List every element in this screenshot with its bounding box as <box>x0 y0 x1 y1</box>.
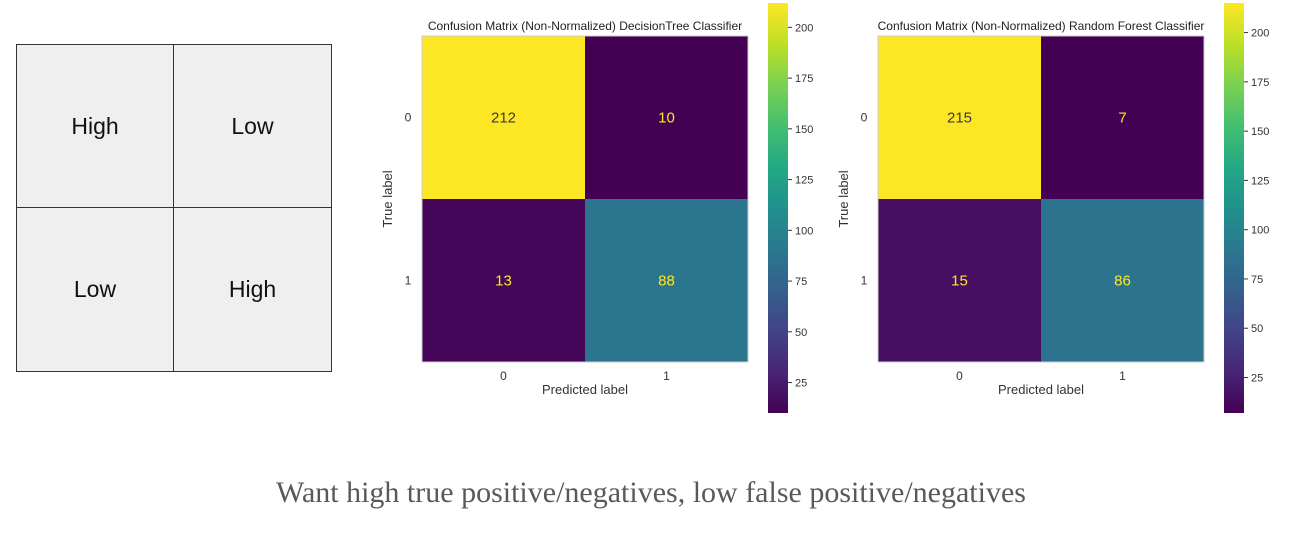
y-tick-label: 1 <box>861 274 868 288</box>
chart-title: Confusion Matrix (Non-Normalized) Decisi… <box>428 19 742 33</box>
legend-cell-top-right: Low <box>174 45 331 208</box>
colorbar <box>768 3 788 413</box>
x-tick-label: 0 <box>956 369 963 383</box>
x-axis-label: Predicted label <box>542 382 628 397</box>
colorbar-tick-label: 175 <box>1251 77 1269 89</box>
x-tick-label: 1 <box>663 369 670 383</box>
colorbar-tick-label: 150 <box>1251 126 1269 138</box>
colorbar-tick-label: 25 <box>1251 373 1263 385</box>
matrix-cell-0-1 <box>1041 36 1204 199</box>
chart-title: Confusion Matrix (Non-Normalized) Random… <box>878 19 1205 33</box>
matrix-cell-0-0 <box>878 36 1041 199</box>
legend-cell-bottom-right: High <box>228 276 277 302</box>
matrix-cell-1-1 <box>1041 199 1204 362</box>
matrix-value-1-1: 86 <box>1114 273 1131 290</box>
colorbar <box>1224 3 1244 413</box>
matrix-cell-1-1 <box>585 199 748 362</box>
colorbar-tick-label: 25 <box>795 378 807 390</box>
y-axis-label: True label <box>836 170 851 227</box>
y-axis-label: True label <box>380 170 395 227</box>
y-tick-label: 0 <box>405 111 412 125</box>
colorbar-tick-label: 75 <box>1251 274 1263 286</box>
matrix-value-0-1: 10 <box>658 110 675 127</box>
colorbar-tick-label: 75 <box>795 276 807 288</box>
heatmap-frame <box>877 35 1205 363</box>
colorbar-tick-label: 200 <box>1251 28 1269 40</box>
colorbar-tick-label: 175 <box>795 73 813 85</box>
matrix-cell-0-1 <box>585 36 748 199</box>
matrix-cell-1-0 <box>422 199 585 362</box>
x-tick-label: 0 <box>500 369 507 383</box>
colorbar-tick-label: 50 <box>1251 323 1263 335</box>
matrix-value-0-1: 7 <box>1118 110 1126 127</box>
matrix-value-1-1: 88 <box>658 273 675 290</box>
x-tick-label: 1 <box>1119 369 1126 383</box>
high-low-legend-grid: High Low Low High <box>16 44 332 372</box>
colorbar-tick-label: 125 <box>1251 175 1269 187</box>
colorbar-tick-label: 50 <box>795 327 807 339</box>
matrix-value-0-0: 215 <box>947 110 972 127</box>
matrix-value-1-0: 15 <box>951 273 968 290</box>
decision-tree-confusion-matrix: Confusion Matrix (Non-Normalized) Decisi… <box>380 3 813 413</box>
random-forest-confusion-matrix: Confusion Matrix (Non-Normalized) Random… <box>836 3 1269 413</box>
heatmap-frame <box>421 35 749 363</box>
legend-cell-top-left: High <box>17 45 174 208</box>
y-tick-label: 1 <box>405 274 412 288</box>
matrix-value-0-0: 212 <box>491 110 516 127</box>
matrix-cell-0-0 <box>422 36 585 199</box>
colorbar-tick-label: 125 <box>795 175 813 187</box>
legend-cell-bottom-left: Low <box>17 208 174 371</box>
x-axis-label: Predicted label <box>998 382 1084 397</box>
colorbar-tick-label: 150 <box>795 124 813 136</box>
colorbar-tick-label: 100 <box>795 225 813 237</box>
colorbar-tick-label: 100 <box>1251 225 1269 237</box>
colorbar-tick-label: 200 <box>795 22 813 34</box>
matrix-cell-1-0 <box>878 199 1041 362</box>
caption: Want high true positive/negatives, low f… <box>276 476 1026 509</box>
y-tick-label: 0 <box>861 111 868 125</box>
matrix-value-1-0: 13 <box>495 273 512 290</box>
